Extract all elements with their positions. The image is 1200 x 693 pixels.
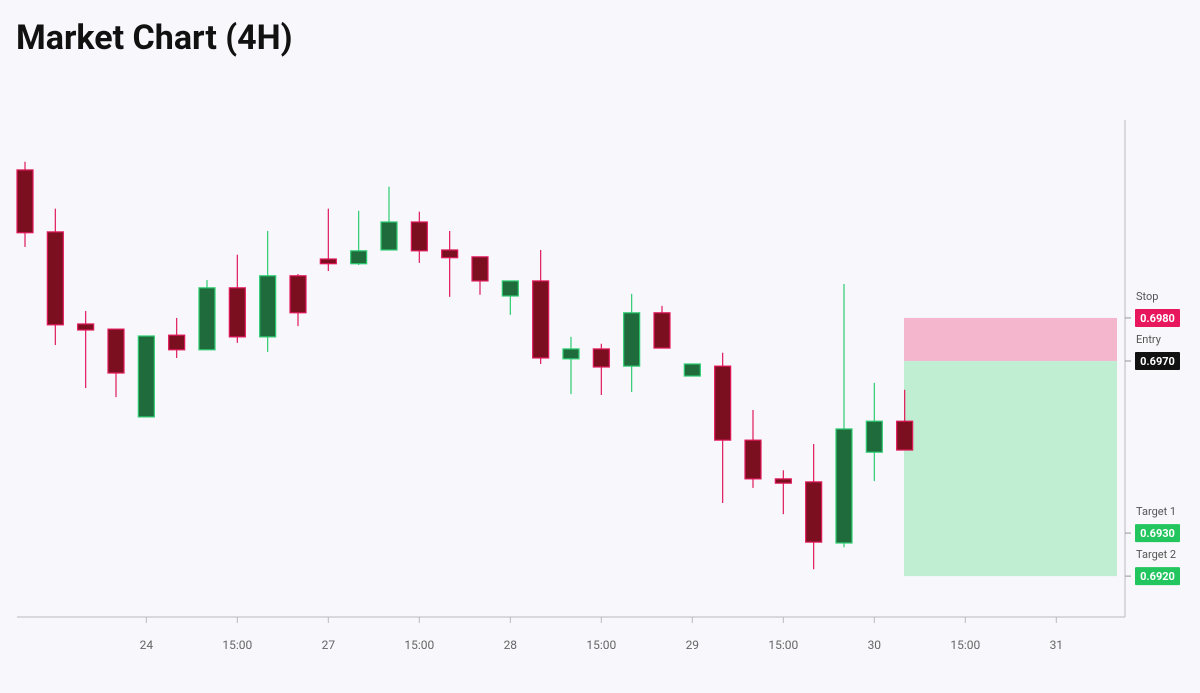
candle-body xyxy=(168,334,186,351)
x-tick-label: 15:00 xyxy=(222,638,252,652)
candle-body xyxy=(319,258,337,265)
candle-body xyxy=(623,312,641,367)
candle-body xyxy=(228,287,246,338)
level-name: Entry xyxy=(1136,333,1162,346)
candle-body xyxy=(107,328,125,374)
candle-body xyxy=(835,428,853,544)
candle-body xyxy=(471,256,489,282)
risk-zone xyxy=(904,317,1117,361)
level-badge xyxy=(1135,308,1180,327)
candle-body xyxy=(350,250,368,265)
candle-body xyxy=(259,275,277,338)
candle-body xyxy=(77,323,95,331)
candle-body xyxy=(744,439,762,480)
candle-body xyxy=(805,481,823,543)
chart-title: Market Chart (4H) xyxy=(16,18,293,58)
level-name: Stop xyxy=(1136,290,1158,303)
candle-body xyxy=(46,231,64,326)
candle-body xyxy=(16,169,34,234)
candle-body xyxy=(714,365,732,441)
level-badge xyxy=(1135,567,1180,586)
level-value: 0.6930 xyxy=(1140,527,1175,540)
candle-body xyxy=(289,275,307,314)
candle-body xyxy=(896,420,914,451)
level-badge xyxy=(1135,524,1180,543)
candle-body xyxy=(501,280,519,297)
candle-body xyxy=(441,249,459,259)
x-tick-label: 30 xyxy=(868,638,882,652)
x-tick-label: 15:00 xyxy=(950,638,980,652)
reward-zone xyxy=(904,360,1117,577)
x-tick-label: 15:00 xyxy=(586,638,616,652)
candle-body xyxy=(198,287,216,351)
candle-body xyxy=(592,348,610,368)
x-tick-label: 15:00 xyxy=(404,638,434,652)
level-badge xyxy=(1135,351,1180,370)
x-tick-label: 31 xyxy=(1050,638,1064,652)
level-name: Target 1 xyxy=(1136,505,1176,518)
x-tick-label: 15:00 xyxy=(768,638,798,652)
candle-body xyxy=(865,420,883,453)
candle-body xyxy=(532,280,550,359)
candle-body xyxy=(774,478,792,484)
level-value: 0.6920 xyxy=(1140,570,1175,583)
x-tick-label: 28 xyxy=(504,638,518,652)
candle-body xyxy=(410,221,428,252)
x-tick-label: 24 xyxy=(140,638,154,652)
candle-body xyxy=(380,221,398,251)
level-value: 0.6970 xyxy=(1140,355,1175,368)
x-tick-label: 29 xyxy=(686,638,700,652)
candle-body xyxy=(683,363,701,377)
x-tick-label: 27 xyxy=(322,638,336,652)
candle-body xyxy=(137,335,155,418)
candle-body xyxy=(653,312,671,349)
level-name: Target 2 xyxy=(1136,548,1176,561)
level-value: 0.6980 xyxy=(1140,312,1175,325)
candle-body xyxy=(562,348,580,360)
